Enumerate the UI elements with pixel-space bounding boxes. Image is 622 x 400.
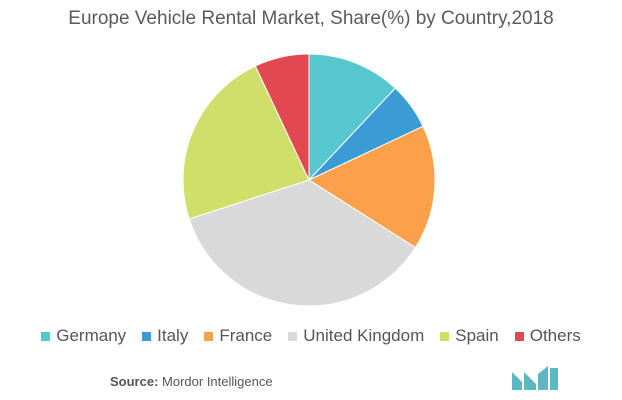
legend-item-germany: Germany bbox=[41, 326, 126, 346]
legend-swatch bbox=[41, 331, 51, 341]
legend-item-united-kingdom: United Kingdom bbox=[288, 326, 424, 346]
pie-slice-germany bbox=[308, 53, 396, 182]
legend-swatch bbox=[440, 331, 450, 341]
legend-item-italy: Italy bbox=[142, 326, 188, 346]
chart-legend: Germany Italy France United Kingdom Spain Oth… bbox=[0, 326, 622, 346]
pie-chart bbox=[182, 53, 436, 307]
legend-swatch bbox=[204, 331, 214, 341]
legend-item-france: France bbox=[204, 326, 272, 346]
pie-slice-others bbox=[254, 53, 310, 181]
legend-label: France bbox=[219, 326, 273, 345]
legend-label: Germany bbox=[56, 326, 127, 345]
legend-item-others: Others bbox=[514, 326, 581, 346]
legend-label: Spain bbox=[455, 326, 499, 345]
legend-swatch bbox=[142, 331, 152, 341]
source-text: Mordor Intelligence bbox=[162, 374, 273, 389]
pie-slice-united-kingdom bbox=[188, 179, 417, 307]
pie-slice-spain bbox=[182, 65, 310, 220]
mordor-intelligence-logo-icon bbox=[512, 366, 558, 390]
pie-slice-france bbox=[307, 125, 436, 249]
legend-label: Others bbox=[529, 326, 581, 345]
source-note: Source: Mordor Intelligence bbox=[110, 374, 273, 389]
legend-item-spain: Spain bbox=[440, 326, 499, 346]
legend-label: United Kingdom bbox=[303, 326, 425, 345]
source-label: Source: bbox=[110, 374, 159, 389]
chart-title: Europe Vehicle Rental Market, Share(%) b… bbox=[68, 8, 554, 29]
legend-swatch bbox=[514, 331, 524, 341]
legend-label: Italy bbox=[157, 326, 189, 345]
legend-swatch bbox=[288, 331, 298, 341]
